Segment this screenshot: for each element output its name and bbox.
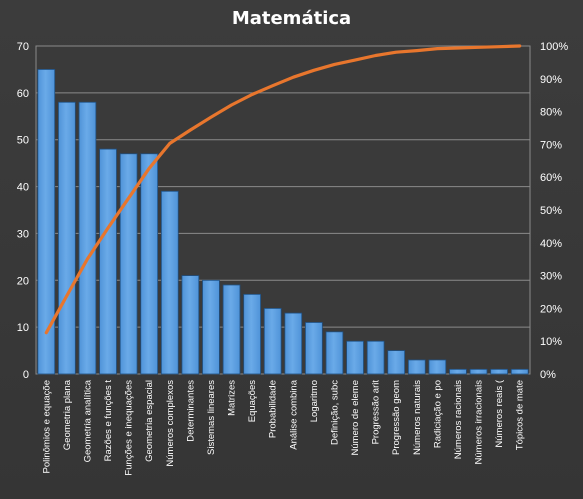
bar <box>58 101 76 375</box>
category-label: Matrizes <box>227 380 238 416</box>
category-label: Razões e funções t <box>103 380 114 462</box>
y-tick-label: 60 <box>17 88 29 100</box>
gridlines <box>35 45 531 375</box>
y-axis-right: 0% 10% 20% 30% 40% 50% 60% 70% 80% 90% 100% <box>540 41 568 381</box>
category-label: Geometria espacial <box>144 380 155 462</box>
y2-tick-label: 70% <box>540 139 562 151</box>
bar <box>202 279 220 375</box>
y2-tick-label: 40% <box>540 238 562 250</box>
bar <box>243 293 261 375</box>
x-axis: Polinômios e equaçõe Geometria plana Geome… <box>41 379 525 475</box>
category-label: Números reais ( <box>494 379 505 447</box>
category-label: Análise combina <box>288 379 299 449</box>
y-tick-label: 40 <box>17 182 29 194</box>
bar <box>37 69 56 375</box>
y-tick-label: 50 <box>17 135 29 147</box>
bar <box>99 148 117 375</box>
y2-tick-label: 0% <box>540 369 556 381</box>
category-label: Sistemas lineares <box>206 380 217 455</box>
bar-series <box>37 69 529 375</box>
category-label: Tópicos de mate <box>515 380 526 450</box>
category-label: Polinômios e equaçõe <box>41 380 52 473</box>
y2-tick-label: 30% <box>540 271 562 283</box>
bar <box>407 359 426 375</box>
cumulative-line-series <box>44 44 522 335</box>
y2-tick-label: 80% <box>540 107 562 119</box>
category-label: Números complexos <box>165 380 176 467</box>
y2-tick-label: 10% <box>540 336 562 348</box>
bar <box>387 350 406 375</box>
bar <box>222 284 241 375</box>
y-tick-label: 70 <box>17 41 29 53</box>
bar <box>119 153 138 375</box>
bar <box>449 368 467 375</box>
category-label: Probabilidade <box>268 380 279 438</box>
y2-tick-label: 60% <box>540 172 562 184</box>
category-label: Números naturais <box>412 380 423 455</box>
category-label: Definição, subc <box>329 380 340 445</box>
y2-tick-label: 50% <box>540 205 562 217</box>
category-label: Progressão geom <box>391 380 402 455</box>
bar <box>284 312 303 375</box>
bar <box>325 331 344 375</box>
y-axis-left: 0 10 20 30 40 50 60 70 <box>17 41 29 381</box>
category-label: Radiciação e po <box>432 380 443 448</box>
category-label: Logaritmo <box>309 380 320 422</box>
chart-title: Matemática <box>231 8 352 29</box>
cumulative-line <box>44 44 522 335</box>
bar <box>366 340 385 375</box>
bar <box>428 359 447 375</box>
bar <box>181 275 200 375</box>
bar <box>160 190 179 375</box>
y2-tick-label: 100% <box>540 41 568 53</box>
bar <box>469 368 488 375</box>
category-label: Números racionais <box>453 380 464 459</box>
bar <box>510 368 529 375</box>
y-tick-label: 10 <box>17 322 29 334</box>
y-tick-label: 30 <box>17 228 29 240</box>
y-tick-label: 0 <box>23 369 29 381</box>
category-label: Geometria analítica <box>82 379 93 462</box>
bar <box>305 322 323 375</box>
category-label: Número de eleme <box>350 380 361 456</box>
bar <box>140 153 159 375</box>
bar <box>263 307 282 375</box>
category-label: Progressão arit <box>371 380 382 445</box>
category-label: Equações <box>247 380 258 423</box>
y2-tick-label: 20% <box>540 303 562 315</box>
y2-tick-label: 90% <box>540 74 562 86</box>
bar <box>346 340 364 375</box>
plot-area <box>35 45 531 375</box>
bar <box>490 368 508 375</box>
bar <box>78 101 97 375</box>
category-label: Números irracionais <box>474 380 485 465</box>
category-label: Determinantes <box>185 380 196 442</box>
y-tick-label: 20 <box>17 275 29 287</box>
category-label: Funções e inequações <box>124 380 135 476</box>
category-label: Geometria plana <box>62 379 73 450</box>
